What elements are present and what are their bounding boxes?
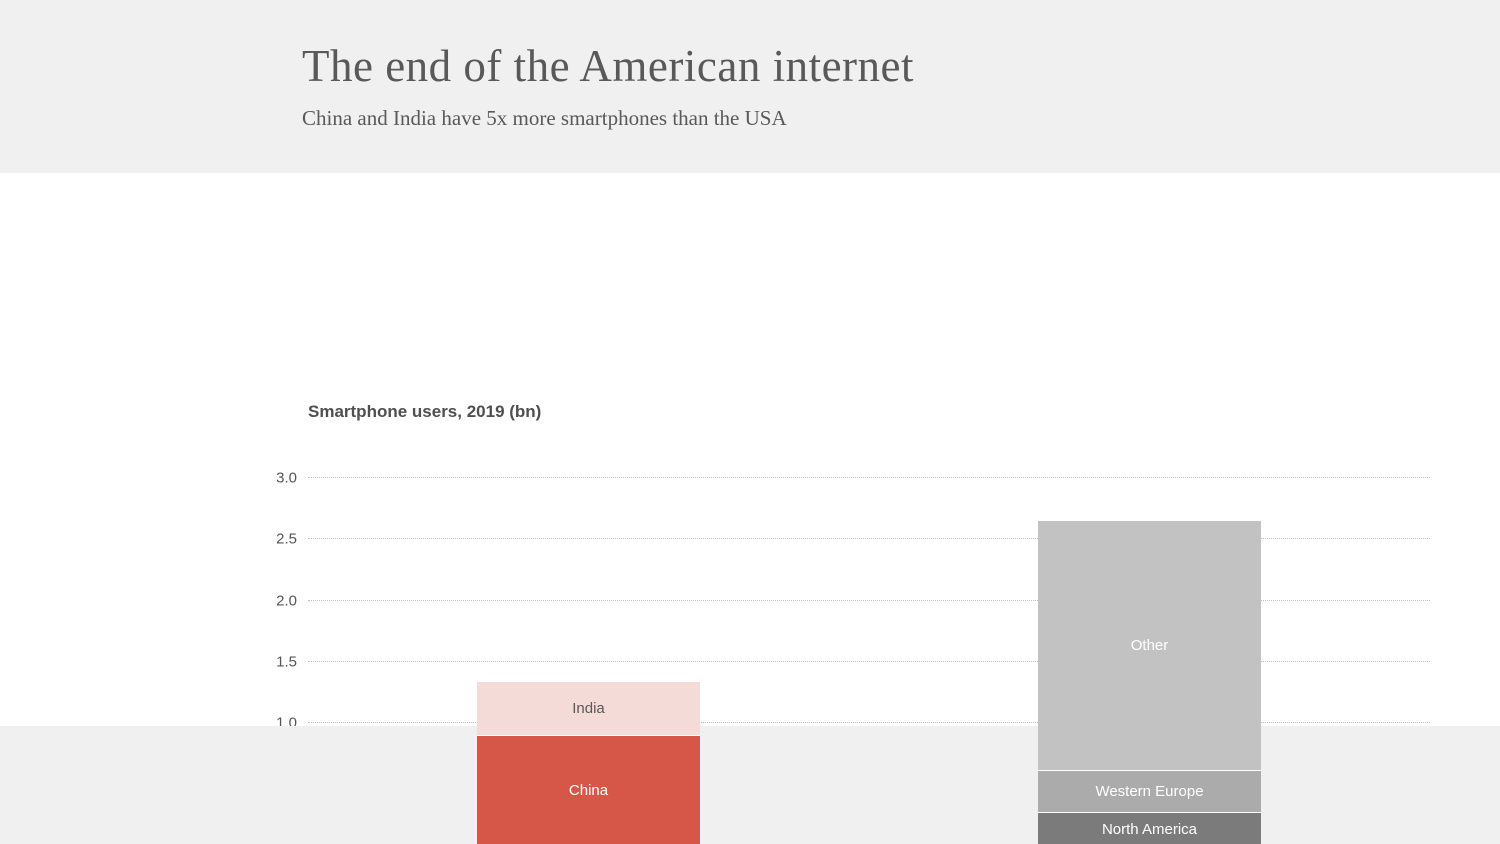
page-subtitle: China and India have 5x more smartphones… [302, 106, 787, 130]
segment-label: China [568, 782, 609, 800]
page-title: The end of the American internet [302, 41, 915, 91]
gridline [308, 538, 1430, 540]
chart-title: Smartphone users, 2019 (bn) [308, 402, 542, 421]
bar-segment: Other [1038, 520, 1261, 772]
footer-band: Source: Apple, Google, CNNIC, @BenedictE… [0, 726, 1500, 844]
bar-segment: Western Europe [1038, 771, 1261, 813]
segment-label: Western Europe [1095, 783, 1204, 801]
y-tick-label: 3.0 [276, 469, 297, 487]
y-tick-label: 2.5 [276, 530, 297, 548]
gridline [308, 661, 1430, 662]
gridline [308, 477, 1430, 478]
bar-segment: China [477, 735, 700, 844]
bar-segment: North America [1038, 812, 1261, 844]
header-band: The end of the American internet China a… [0, 0, 1500, 173]
segment-label: India [572, 699, 605, 717]
chart-region: Smartphone users, 2019 (bn) 0.00.51.01.5… [0, 173, 1500, 844]
segment-label: Other [1130, 637, 1169, 655]
bar-segment: India [477, 681, 700, 736]
segment-label: North America [1101, 820, 1198, 838]
stacked-bar: China India [477, 681, 700, 844]
stacked-bar: North America Western Europe Other [1038, 520, 1261, 844]
y-tick-label: 1.5 [276, 653, 297, 671]
gridline [308, 599, 1430, 601]
plot-area: 0.00.51.01.52.02.53.0ChinaIndiaChina & I… [276, 470, 1430, 844]
gridline [308, 722, 1430, 724]
y-tick-label: 2.0 [276, 592, 297, 610]
